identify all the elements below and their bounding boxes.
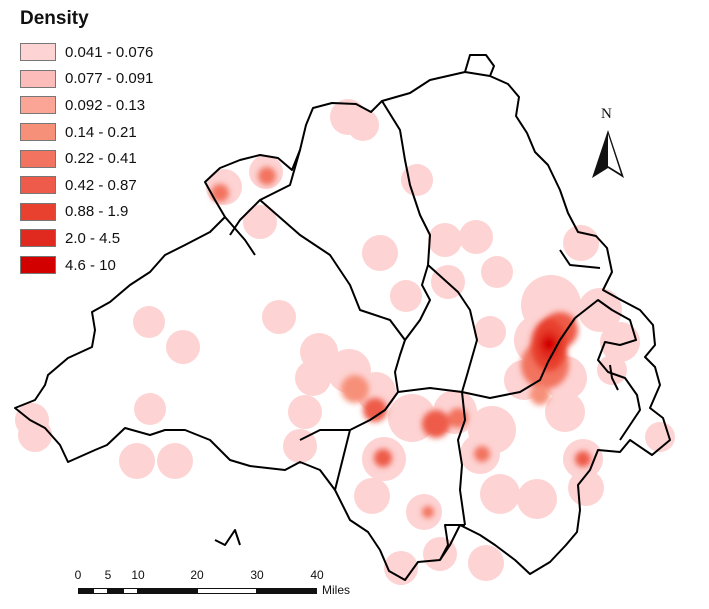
legend-label: 0.14 - 0.21 <box>65 123 137 141</box>
scale-tick-label: 10 <box>131 568 145 582</box>
legend: Density 0.041 - 0.076 0.077 - 0.091 0.092 … <box>20 8 153 278</box>
legend-label: 0.42 - 0.87 <box>65 176 137 194</box>
legend-swatch <box>20 202 56 221</box>
district-boundaries <box>14 54 671 581</box>
legend-item: 0.14 - 0.21 <box>20 119 153 146</box>
scale-tick-label: 20 <box>190 568 204 582</box>
legend-label: 4.6 - 10 <box>65 256 116 274</box>
legend-label: 0.092 - 0.13 <box>65 96 146 114</box>
legend-swatch <box>20 43 56 62</box>
legend-swatch <box>20 96 56 115</box>
scale-tick-label: 30 <box>250 568 264 582</box>
scale-segment <box>123 588 138 594</box>
legend-swatch <box>20 176 56 195</box>
legend-swatch <box>20 149 56 168</box>
legend-item: 0.092 - 0.13 <box>20 92 153 119</box>
legend-label: 0.88 - 1.9 <box>65 203 129 221</box>
north-arrow-icon <box>592 130 624 178</box>
legend-item: 2.0 - 4.5 <box>20 225 153 252</box>
legend-title: Density <box>20 8 89 29</box>
scale-tick-label: 0 <box>74 568 82 582</box>
scale-segment <box>108 588 123 594</box>
legend-rows: 0.041 - 0.076 0.077 - 0.091 0.092 - 0.13 0.… <box>20 39 153 278</box>
scale-tick-label: 40 <box>310 568 324 582</box>
scale-segment <box>197 588 257 594</box>
density-core <box>531 319 567 371</box>
scale-segment <box>93 588 108 594</box>
scale-bar: 0 5 10 20 30 40 Miles <box>66 568 366 608</box>
legend-swatch <box>20 256 56 275</box>
legend-label: 0.041 - 0.076 <box>65 43 154 61</box>
legend-swatch <box>20 229 56 248</box>
scale-tick-label: 5 <box>104 568 112 582</box>
legend-swatch <box>20 123 56 142</box>
legend-item: 4.6 - 10 <box>20 252 153 279</box>
legend-item: 0.22 - 0.41 <box>20 145 153 172</box>
scale-segment <box>257 588 317 594</box>
legend-label: 0.077 - 0.091 <box>65 70 154 88</box>
scale-segment <box>138 588 197 594</box>
legend-label: 0.22 - 0.41 <box>65 150 137 168</box>
legend-item: 0.88 - 1.9 <box>20 199 153 226</box>
north-letter: N <box>601 106 612 122</box>
legend-swatch <box>20 69 56 88</box>
legend-item: 0.041 - 0.076 <box>20 39 153 66</box>
north-arrow: N <box>590 106 626 182</box>
legend-label: 2.0 - 4.5 <box>65 229 121 247</box>
scale-segment <box>78 588 93 594</box>
scale-unit-label: Miles <box>322 583 351 597</box>
legend-item: 0.42 - 0.87 <box>20 172 153 199</box>
legend-item: 0.077 - 0.091 <box>20 66 153 93</box>
